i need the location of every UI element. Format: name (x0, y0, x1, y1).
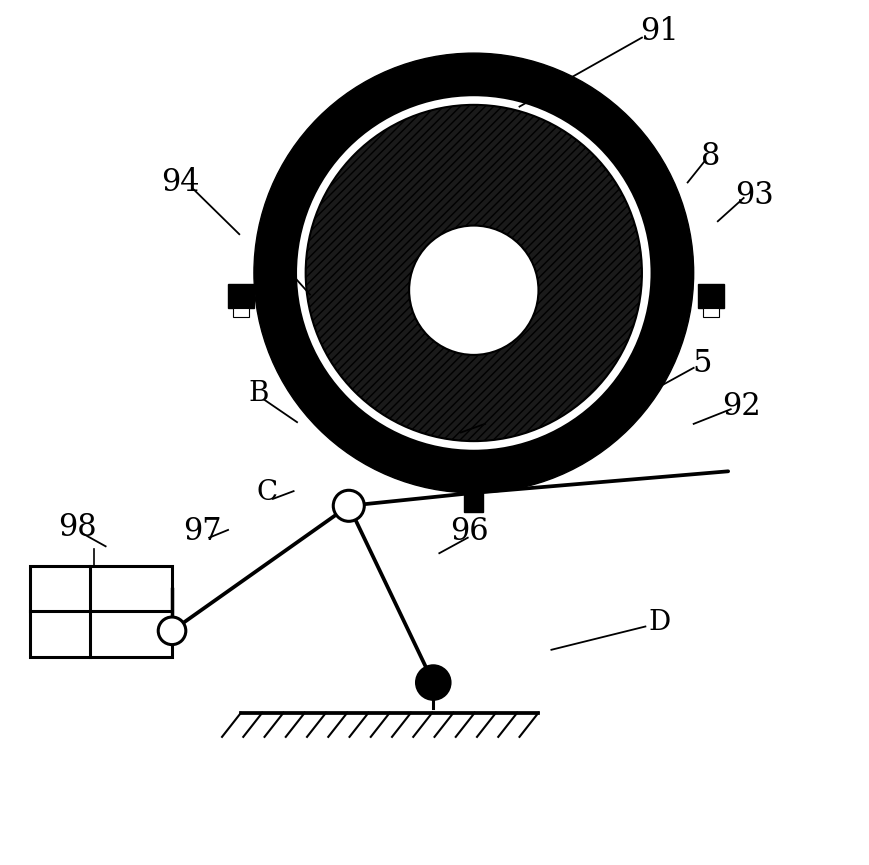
Circle shape (305, 105, 641, 441)
Text: 96: 96 (449, 516, 488, 548)
Text: 8: 8 (700, 141, 720, 172)
Text: 94: 94 (162, 167, 200, 198)
Circle shape (158, 617, 186, 644)
Text: 5: 5 (692, 348, 711, 379)
Circle shape (415, 665, 450, 700)
Text: D: D (647, 609, 669, 636)
Bar (702, 308, 718, 317)
Text: 98: 98 (58, 512, 96, 543)
Bar (30, 567, 172, 657)
Text: 92: 92 (721, 391, 760, 422)
Text: A: A (489, 406, 509, 433)
Text: C: C (256, 479, 277, 506)
Circle shape (333, 490, 364, 522)
Text: 97: 97 (182, 516, 222, 548)
Bar (228, 285, 254, 308)
Bar (464, 493, 482, 512)
Circle shape (254, 53, 693, 493)
Text: 93: 93 (733, 180, 773, 211)
Text: 95: 95 (260, 249, 299, 280)
Text: 91: 91 (639, 16, 678, 47)
Circle shape (408, 226, 538, 355)
Bar (233, 308, 249, 317)
Bar (697, 285, 723, 308)
Circle shape (296, 96, 650, 450)
Text: B: B (248, 381, 269, 407)
